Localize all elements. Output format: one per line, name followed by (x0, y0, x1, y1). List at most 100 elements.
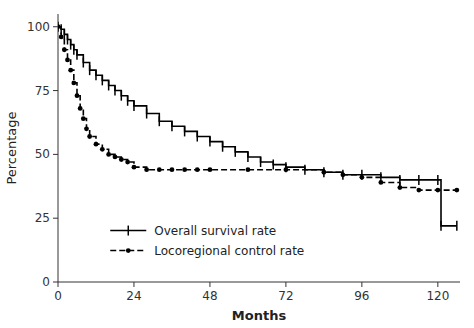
point-marker (197, 132, 199, 142)
point-marker (59, 35, 64, 40)
point-marker (94, 142, 99, 147)
point-marker (284, 167, 289, 172)
y-tick-label: 100 (27, 20, 50, 34)
x-tick-label: 120 (426, 289, 449, 303)
point-marker (64, 29, 66, 39)
point-marker (100, 147, 105, 152)
point-marker (437, 175, 439, 185)
point-marker (132, 165, 137, 170)
point-marker (416, 188, 421, 193)
x-tick (361, 282, 362, 287)
x-tick-label: 96 (354, 289, 369, 303)
y-tick (53, 90, 58, 91)
step-line (58, 27, 457, 226)
point-marker (83, 57, 85, 67)
point-marker (159, 116, 161, 126)
point-marker (58, 24, 60, 29)
point-marker (454, 188, 459, 193)
legend-marker (128, 226, 130, 236)
point-marker (65, 58, 70, 63)
y-tick (53, 26, 58, 27)
x-tick (285, 282, 286, 287)
x-tick-label: 72 (278, 289, 293, 303)
point-marker (208, 167, 213, 172)
point-marker (70, 40, 72, 50)
point-marker (235, 147, 237, 157)
point-marker (209, 137, 211, 147)
y-tick-label: 25 (35, 211, 50, 225)
point-marker (89, 65, 91, 75)
point-marker (78, 106, 83, 111)
point-marker (121, 91, 123, 101)
point-marker (95, 70, 97, 80)
axes: 0 24 48 72 96 120 0 25 50 75 100 (27, 14, 460, 303)
point-marker (435, 188, 440, 193)
point-marker (321, 170, 326, 175)
point-marker (87, 134, 92, 139)
point-marker (108, 80, 110, 90)
point-marker (127, 96, 129, 106)
legend-label: Locoregional control rate (154, 244, 304, 258)
point-marker (171, 121, 173, 131)
point-marker (113, 155, 118, 160)
point-marker (260, 157, 262, 167)
point-marker (102, 75, 104, 85)
point-marker (75, 93, 80, 98)
y-tick (53, 282, 58, 283)
x-tick (58, 282, 59, 287)
legend-marker (126, 248, 131, 253)
plot-data (58, 22, 459, 231)
point-marker (359, 175, 364, 180)
point-marker (184, 126, 186, 136)
point-marker (195, 167, 200, 172)
series (58, 22, 457, 231)
point-marker (81, 116, 86, 121)
legend-label: Overall survival rate (154, 224, 276, 238)
x-tick-label: 24 (126, 289, 141, 303)
x-tick (209, 282, 210, 287)
y-tick (53, 218, 58, 219)
step-line (58, 27, 457, 190)
chart: 0 24 48 72 96 120 0 25 50 75 100 Months Percentage Ov… (0, 0, 474, 328)
y-tick (53, 154, 58, 155)
point-marker (76, 50, 78, 60)
point-marker (397, 185, 402, 190)
point-marker (340, 172, 345, 177)
point-marker (418, 175, 420, 185)
point-marker (144, 167, 149, 172)
x-tick-label: 48 (202, 289, 217, 303)
point-marker (222, 142, 224, 152)
point-marker (68, 68, 73, 73)
point-marker (106, 152, 111, 157)
point-marker (456, 221, 458, 231)
point-marker (62, 47, 67, 52)
point-marker (272, 160, 274, 170)
legend: Overall survival rate Locoregional contro… (110, 224, 304, 258)
point-marker (247, 152, 249, 162)
y-tick-label: 50 (35, 147, 50, 161)
y-axis-label: Percentage (4, 111, 19, 184)
point-marker (114, 86, 116, 96)
point-marker (73, 45, 75, 55)
y-axis-line (58, 14, 59, 282)
x-tick (133, 282, 134, 287)
point-marker (170, 167, 175, 172)
point-marker (84, 126, 89, 131)
x-axis-label: Months (232, 308, 287, 323)
point-marker (146, 109, 148, 119)
point-marker (378, 180, 383, 185)
y-tick-label: 75 (35, 84, 50, 98)
point-marker (182, 167, 187, 172)
series (58, 24, 459, 192)
point-marker (67, 35, 69, 45)
y-tick-label: 0 (42, 275, 50, 289)
point-marker (133, 101, 135, 111)
point-marker (440, 221, 442, 231)
x-axis-line (58, 282, 460, 283)
point-marker (119, 157, 124, 162)
x-tick-label: 0 (54, 289, 62, 303)
x-tick (437, 282, 438, 287)
point-marker (157, 167, 162, 172)
point-marker (246, 167, 251, 172)
point-marker (71, 81, 76, 86)
